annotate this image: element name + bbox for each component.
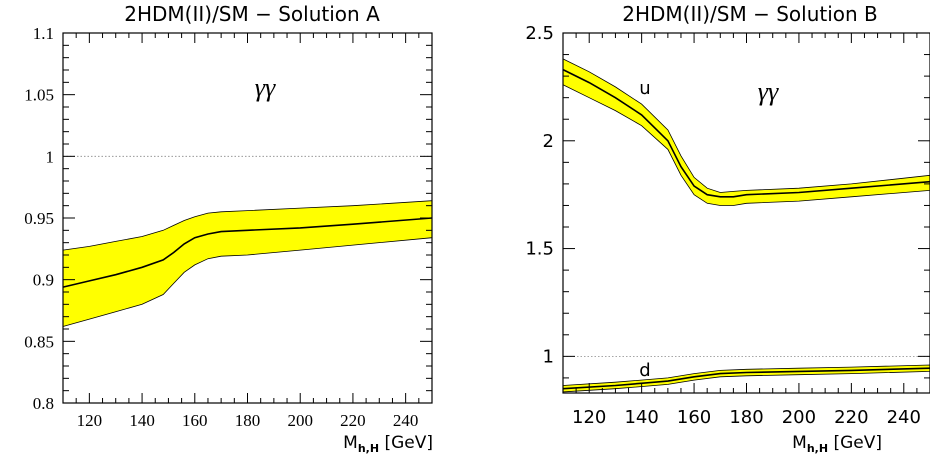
panel-a-x-tick-label: 200	[287, 411, 313, 430]
panel-a-y-tick-label: 0.8	[33, 394, 54, 413]
panel-b-x-tick-label: 200	[782, 407, 816, 428]
panel-b-frame	[562, 32, 930, 394]
panel-b-x-label-sub: h,H	[807, 442, 828, 455]
panel-solution-a: 2HDM(II)/SM − Solution A 120 140 160 180 200…	[24, 2, 433, 455]
panel-b-uncertainty-band-1	[562, 58, 930, 206]
panel-b-x-axis-label: Mh,H [GeV]	[792, 433, 882, 455]
panel-b-x-tick-label: 220	[834, 407, 868, 428]
panel-a-x-axis-label: Mh,H [GeV]	[343, 433, 433, 455]
panel-a-x-tick-label: 180	[235, 411, 261, 430]
panel-a-y-tick-label: 1.05	[24, 86, 54, 105]
panel-a-central-curve-1	[62, 217, 433, 288]
panel-a-y-tick-label: 1.1	[33, 24, 54, 43]
panel-a-gamma-gamma-label: γγ	[255, 73, 276, 102]
panel-b-curve-label-d: d	[639, 360, 650, 381]
panel-b-x-label-main: M	[792, 433, 807, 453]
panel-solution-b: 2HDM(II)/SM − Solution B 120 140 160 180 200…	[525, 2, 930, 455]
panel-a-tick-labels: 120 140 160 180 200 220 240 0.8 0.85 0.9 0.95 1 1.05…	[24, 24, 418, 430]
panel-a-bands	[62, 200, 433, 328]
panel-b-gamma-gamma-label: γγ	[758, 77, 779, 106]
panel-b-x-tick-label: 240	[887, 407, 921, 428]
panel-a-x-label-main: M	[343, 433, 358, 453]
panel-b-ticks	[562, 32, 930, 393]
panel-a-x-tick-label: 240	[393, 411, 419, 430]
panel-b-y-tick-label: 1.5	[525, 239, 554, 260]
panel-a-x-label-sub: h,H	[358, 442, 379, 455]
panel-a-uncertainty-band-1	[62, 200, 433, 328]
panel-b-uncertainty-band-2	[562, 364, 930, 393]
panel-a-x-label-unit: [GeV]	[379, 433, 433, 453]
panel-a-y-tick-label: 0.95	[24, 209, 54, 228]
panel-b-y-tick-label: 2.5	[525, 23, 554, 44]
panel-b-y-tick-label: 2	[543, 131, 554, 152]
panel-b-central-curve-1	[562, 68, 930, 198]
panel-b-central-curve-2	[562, 367, 930, 390]
panel-a-y-tick-label: 0.9	[33, 271, 54, 290]
panel-b-x-tick-label: 140	[624, 407, 658, 428]
panel-b-x-tick-label: 120	[572, 407, 606, 428]
panel-b-tick-labels: 120 140 160 180 200 220 240 1 1.5 2 2.5	[525, 23, 921, 428]
panel-a-x-tick-label: 220	[340, 411, 366, 430]
panel-a-x-tick-label: 160	[182, 411, 208, 430]
panel-b-x-tick-label: 180	[729, 407, 763, 428]
panel-b-title: 2HDM(II)/SM − Solution B	[622, 2, 878, 26]
panel-a-x-tick-label: 120	[77, 411, 103, 430]
panel-a-title: 2HDM(II)/SM − Solution A	[124, 2, 380, 26]
panel-a-y-tick-label: 0.85	[24, 332, 54, 351]
panel-b-curve-label-u: u	[639, 78, 650, 99]
panel-b-x-label-unit: [GeV]	[828, 433, 882, 453]
panel-a-frame	[62, 32, 433, 404]
panel-b-y-tick-label: 1	[543, 346, 554, 367]
panel-b-x-tick-label: 160	[677, 407, 711, 428]
panel-a-y-tick-label: 1	[46, 147, 55, 166]
panel-b-bands	[562, 58, 930, 393]
panel-a-x-tick-label: 140	[129, 411, 155, 430]
